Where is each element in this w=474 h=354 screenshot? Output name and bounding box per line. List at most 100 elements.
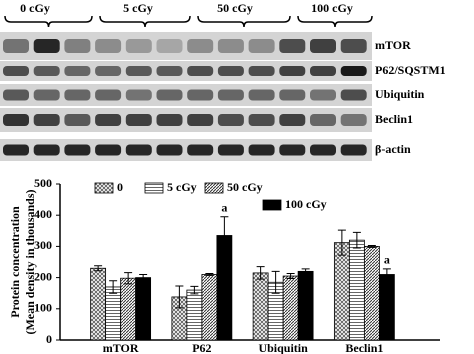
error-bar	[205, 273, 214, 276]
blot-band	[125, 114, 152, 126]
blot-band	[33, 144, 60, 156]
blot-band	[64, 114, 91, 126]
lane-label: 0 cGy	[20, 1, 50, 15]
x-tick-label: mTOR	[103, 341, 139, 354]
blot-band	[340, 144, 367, 156]
blot-band	[248, 114, 275, 126]
error-bar	[109, 280, 118, 294]
blot-band	[3, 89, 29, 101]
blot-band	[279, 66, 306, 76]
bar	[297, 270, 314, 341]
lane-label: 50 cGy	[217, 1, 253, 15]
legend-swatch	[262, 199, 282, 211]
y-tick-label: 500	[34, 176, 52, 190]
band-label: P62/SQSTM1	[375, 63, 446, 77]
bar	[90, 267, 107, 341]
bar	[252, 272, 269, 341]
blot-background	[0, 61, 372, 81]
blot-background	[0, 84, 372, 106]
blot-band	[3, 39, 29, 53]
blot-band	[64, 89, 91, 101]
y-tick-label: 100	[34, 301, 52, 315]
blot-band	[125, 66, 152, 76]
error-bar	[124, 272, 133, 285]
blot-band	[340, 39, 367, 53]
y-axis-label: (Mean density in thousands)	[23, 189, 37, 334]
blot-band	[217, 114, 244, 126]
error-bar	[352, 231, 361, 249]
bar	[120, 277, 137, 341]
error-bar	[337, 229, 346, 256]
blot-band	[95, 39, 122, 53]
y-tick-label: 300	[34, 238, 52, 252]
error-bar	[271, 270, 280, 294]
blot-band	[187, 39, 214, 53]
x-tick-label: P62	[192, 341, 211, 354]
bar	[363, 245, 380, 341]
bar	[348, 239, 365, 341]
legend-label: 5 cGy	[167, 180, 197, 194]
bar-chart: Protein concentration (Mean density in t…	[8, 176, 440, 354]
blot-band	[125, 144, 152, 156]
blot-band	[3, 144, 29, 156]
blot-band	[248, 89, 275, 101]
band-label: Ubiquitin	[375, 87, 425, 101]
legend-label: 100 cGy	[285, 197, 327, 211]
y-axis-label: Protein concentration	[8, 206, 22, 318]
blot-band	[156, 114, 183, 126]
blot-band	[156, 39, 183, 53]
lane-bracket	[197, 15, 291, 28]
blot-band	[279, 39, 306, 53]
blot-band	[217, 39, 244, 53]
blot-band	[125, 89, 152, 101]
lane-label: 5 cGy	[123, 1, 153, 15]
legend-swatch	[94, 182, 114, 194]
blot-band	[217, 144, 244, 156]
blot-band	[3, 114, 29, 126]
legend-label: 0	[117, 180, 123, 194]
western-blot: 0 cGy 5 cGy 50 cGy 100 cGy mTOR P62/SQSTM1 Ubi…	[0, 1, 446, 161]
y-tick-label: 0	[46, 332, 52, 346]
bar	[333, 242, 350, 341]
blot-band	[279, 89, 306, 101]
bar	[282, 275, 299, 341]
blot-band	[3, 66, 29, 76]
bar	[378, 274, 395, 341]
blot-band	[156, 66, 183, 76]
blot-band	[64, 66, 91, 76]
lane-bracket	[297, 15, 373, 28]
blot-band	[279, 114, 306, 126]
error-bar	[301, 268, 310, 275]
bar	[135, 277, 152, 341]
blot-band	[64, 39, 91, 53]
y-tick-label: 200	[34, 269, 52, 283]
y-tick-label: 400	[34, 207, 52, 221]
blot-band	[187, 66, 214, 76]
blot-band	[95, 89, 122, 101]
blot-band	[310, 66, 336, 76]
bar	[186, 289, 203, 341]
bar	[201, 274, 218, 341]
blot-band	[217, 66, 244, 76]
band-label: β-actin	[375, 142, 411, 156]
blot-band	[340, 114, 367, 126]
blot-band	[187, 144, 214, 156]
annotation: a	[221, 201, 227, 215]
blot-band	[310, 144, 336, 156]
x-tick-label: Ubiquitin	[258, 341, 308, 354]
blot-band	[217, 89, 244, 101]
blot-band	[95, 114, 122, 126]
error-bar	[190, 285, 199, 295]
blot-band	[64, 144, 91, 156]
blot-band	[156, 144, 183, 156]
error-bar	[382, 268, 391, 281]
error-bar	[220, 216, 229, 255]
blot-band	[310, 39, 336, 53]
blot-band	[125, 39, 152, 53]
error-bar	[256, 266, 265, 280]
blot-band	[248, 66, 275, 76]
blot-band	[95, 66, 122, 76]
x-tick-label: Beclin1	[345, 341, 383, 354]
blot-band	[187, 114, 214, 126]
